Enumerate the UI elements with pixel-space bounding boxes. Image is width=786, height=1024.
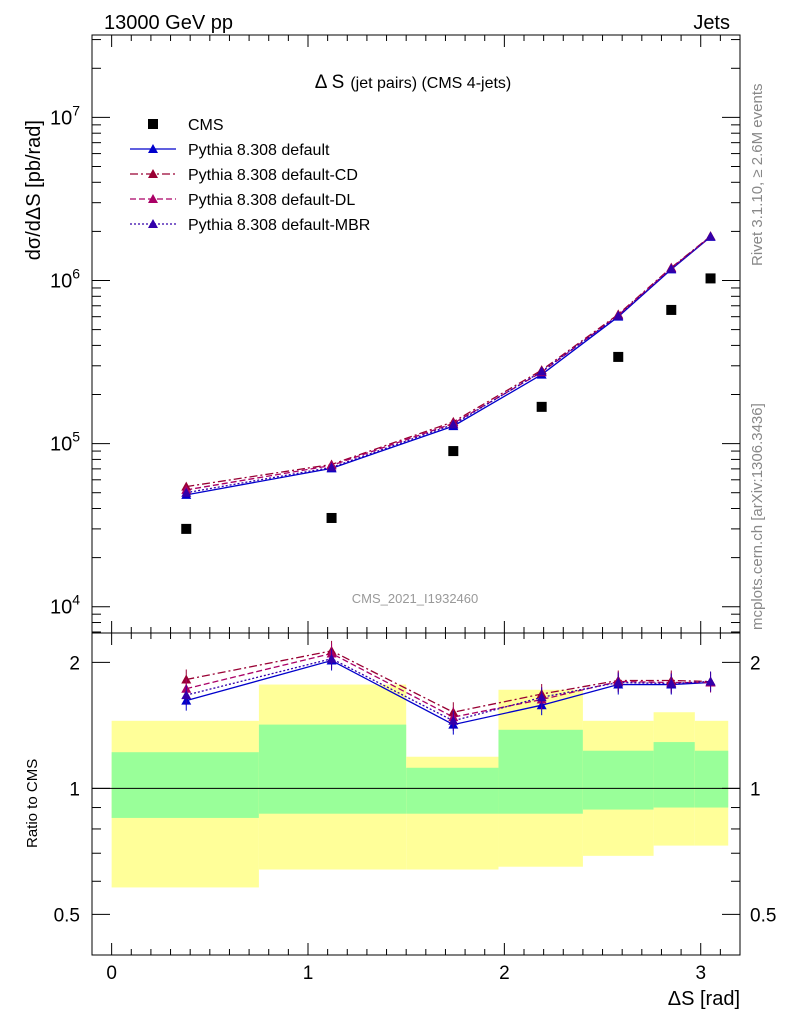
ratio-point xyxy=(705,676,716,686)
band-inner xyxy=(582,750,654,810)
band-inner xyxy=(258,724,407,814)
x-axis-label: ΔS [rad] xyxy=(668,988,740,1010)
y-tick-base: 10 xyxy=(50,107,72,129)
cms-data-point xyxy=(181,523,192,534)
band-inner xyxy=(653,742,695,808)
legend-label: CMS xyxy=(188,117,224,134)
series-point xyxy=(181,487,192,497)
watermark: CMS_2021_I1932460 xyxy=(352,591,479,606)
header-left: 13000 GeV pp xyxy=(104,12,233,34)
ratio-point xyxy=(536,692,547,702)
y-tick-exponent: 7 xyxy=(72,102,80,118)
axis-ticks xyxy=(92,35,740,955)
series-point xyxy=(613,310,624,320)
ratio-uncertainty-bands xyxy=(92,684,740,888)
ratio-point xyxy=(448,715,459,725)
legend-label: Pythia 8.308 default-DL xyxy=(188,192,355,209)
y-tick-label: 105 xyxy=(50,429,80,456)
header-right: Jets xyxy=(693,12,730,34)
legend: CMS Pythia 8.308 default Pythia 8.308 defa… xyxy=(130,117,370,234)
legend-marker xyxy=(148,194,158,203)
y-tick-label: 106 xyxy=(50,266,80,293)
mcplots-label: mcplots.cern.ch [arXiv:1306.3436] xyxy=(749,403,766,630)
band-inner xyxy=(406,767,499,814)
ratio-point xyxy=(181,690,192,700)
band-inner xyxy=(111,752,259,818)
ratio-tick-label-left: 1 xyxy=(69,779,80,800)
ratio-point xyxy=(666,678,677,688)
main-title-symbol: Δ S xyxy=(315,72,345,93)
main-title: Δ S (jet pairs) (CMS 4-jets) xyxy=(315,72,512,93)
x-tick-label: 2 xyxy=(499,963,510,984)
y-tick-exponent: 4 xyxy=(72,592,80,608)
ratio-y-axis-label: Ratio to CMS xyxy=(24,759,41,848)
cms-data-point xyxy=(666,304,677,315)
data-markers xyxy=(181,231,716,735)
series-point xyxy=(326,462,337,472)
ratio-tick-label-right: 1 xyxy=(750,779,761,800)
rivet-label: Rivet 3.1.10, ≥ 2.6M events xyxy=(749,84,766,267)
y-tick-label: 104 xyxy=(50,592,80,619)
ratio-point xyxy=(613,677,624,687)
legend-label: Pythia 8.308 default-CD xyxy=(188,167,358,184)
legend-marker xyxy=(148,144,158,153)
ratio-tick-label-left: 2 xyxy=(69,653,80,674)
main-y-axis-label: dσ/dΔS [pb/rad] xyxy=(23,120,45,260)
y-tick-base: 10 xyxy=(50,271,72,293)
series-point xyxy=(705,231,716,241)
band-inner xyxy=(694,750,729,808)
y-tick-exponent: 5 xyxy=(72,429,80,445)
legend-marker xyxy=(148,169,158,178)
x-tick-label: 3 xyxy=(695,963,706,984)
ratio-tick-label-right: 2 xyxy=(750,653,761,674)
legend-label: Pythia 8.308 default-MBR xyxy=(188,217,370,234)
x-tick-label: 1 xyxy=(303,963,314,984)
main-title-rest: (jet pairs) (CMS 4-jets) xyxy=(350,75,511,92)
ratio-panel-frame xyxy=(91,632,741,956)
y-tick-exponent: 6 xyxy=(72,266,80,282)
y-tick-base: 10 xyxy=(50,434,72,456)
y-tick-base: 10 xyxy=(50,597,72,619)
panel-frames xyxy=(91,34,741,956)
ratio-point xyxy=(326,653,337,663)
cms-data-point xyxy=(705,273,716,284)
series-point xyxy=(536,366,547,376)
x-tick-label: 0 xyxy=(106,963,117,984)
series-point xyxy=(666,263,677,273)
series-lines xyxy=(186,235,711,726)
legend-marker xyxy=(148,219,158,228)
ratio-tick-label-left: 0.5 xyxy=(54,905,80,926)
series-point xyxy=(448,419,459,429)
legend-label: Pythia 8.308 default xyxy=(188,142,330,159)
ratio-tick-label-right: 0.5 xyxy=(750,905,776,926)
y-tick-label: 107 xyxy=(50,102,80,129)
band-inner xyxy=(498,729,583,814)
cms-data-point xyxy=(536,401,547,412)
cms-data-point xyxy=(613,351,624,362)
series-line-main xyxy=(186,236,711,496)
legend-marker xyxy=(148,119,158,129)
cms-data-point xyxy=(448,446,459,457)
cms-data-point xyxy=(326,512,337,523)
